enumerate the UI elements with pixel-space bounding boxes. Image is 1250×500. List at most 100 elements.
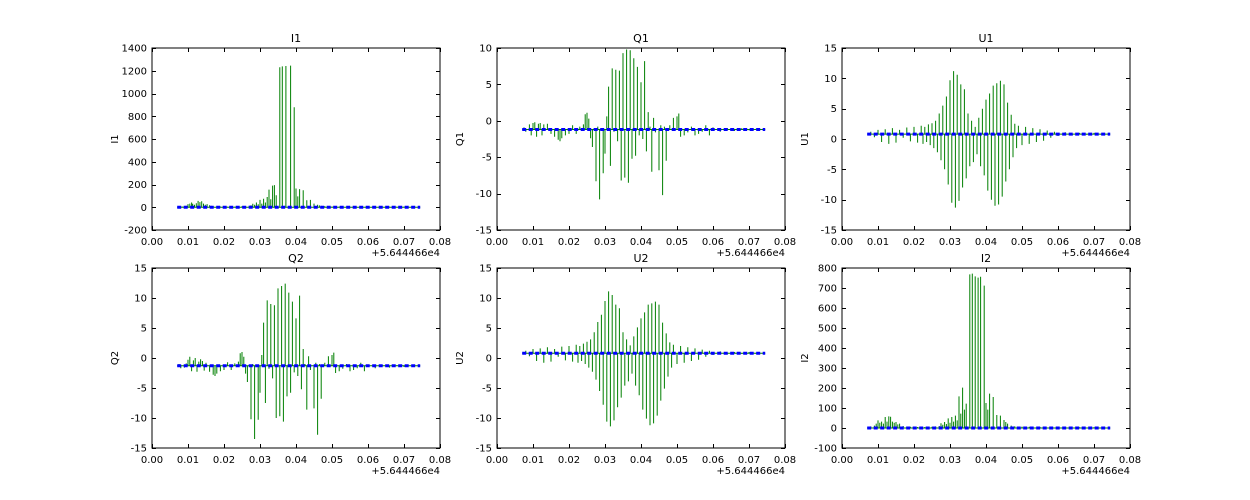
y-tick-label: 5 [831, 104, 837, 115]
y-tick-label: 200 [128, 180, 147, 191]
x-tick-label: 0.07 [393, 455, 415, 466]
x-tick-label: 0.04 [285, 237, 307, 248]
x-tick-label: 0.07 [1083, 455, 1105, 466]
x-tick-label: 0.06 [702, 237, 724, 248]
y-tick-label: 15 [479, 264, 492, 275]
y-axis-label: I1 [110, 134, 121, 143]
subplot-Q2: 0.00 0.01 0.02 0.03 0.04 0.05 0.06 0.07 0.08 -15 -… [110, 252, 451, 477]
x-tick-label: 0.03 [249, 237, 271, 248]
x-tick-label: 0.01 [522, 455, 544, 466]
y-tick-label: 1200 [122, 66, 147, 77]
y-tick-label: 0 [486, 116, 492, 127]
x-tick-label: 0.06 [357, 455, 379, 466]
x-tick-label: 0.05 [321, 455, 343, 466]
x-tick-label: 0.02 [558, 455, 580, 466]
x-tick-label: 0.05 [666, 455, 688, 466]
x-tick-label: 0.00 [486, 237, 508, 248]
y-tick-label: 600 [818, 304, 837, 315]
y-tick-label: 600 [128, 135, 147, 146]
x-tick-label: 0.02 [213, 237, 235, 248]
x-tick-label: 0.02 [903, 455, 925, 466]
x-tick-label: 0.08 [1119, 455, 1141, 466]
y-tick-label: -5 [482, 153, 492, 164]
x-offset-label: +5.644466e4 [371, 248, 440, 259]
x-tick-label: 0.01 [177, 455, 199, 466]
y-tick-label: 200 [818, 384, 837, 395]
x-tick-label: 0.07 [393, 237, 415, 248]
x-tick-label: 0.03 [594, 237, 616, 248]
y-tick-label: 0 [486, 354, 492, 365]
x-tick-label: 0.08 [774, 455, 796, 466]
x-tick-label: 0.08 [429, 237, 451, 248]
subplot-I1: 0.00 0.01 0.02 0.03 0.04 0.05 0.06 0.07 0.08 -200… [110, 32, 451, 259]
axes-frame [496, 267, 786, 449]
y-tick-label: -5 [827, 165, 837, 176]
y-tick-label: 10 [479, 44, 492, 55]
x-tick-label: 0.04 [630, 455, 652, 466]
subplot-Q1: 0.00 0.01 0.02 0.03 0.04 0.05 0.06 0.07 0.08 -15 -… [455, 32, 796, 259]
x-tick-label: 0.00 [486, 455, 508, 466]
y-tick-label: -200 [124, 226, 147, 237]
y-tick-label: 300 [818, 364, 837, 375]
x-tick-label: 0.04 [975, 237, 997, 248]
y-tick-label: 0 [141, 354, 147, 365]
y-tick-label: 15 [134, 264, 147, 275]
subplot-U1: 0.00 0.01 0.02 0.03 0.04 0.05 0.06 0.07 0.08 -15 -… [800, 32, 1141, 259]
x-offset-label: +5.644466e4 [716, 466, 785, 477]
x-offset-label: +5.644466e4 [1061, 466, 1130, 477]
x-tick-label: 0.07 [1083, 237, 1105, 248]
y-tick-label: -15 [131, 444, 147, 455]
subplot-title: U2 [633, 252, 648, 265]
y-axis-label: Q1 [455, 132, 466, 146]
x-tick-label: 0.06 [357, 237, 379, 248]
x-tick-label: 0.02 [213, 455, 235, 466]
y-tick-label: 100 [818, 404, 837, 415]
x-tick-label: 0.01 [867, 455, 889, 466]
x-tick-label: 0.01 [177, 237, 199, 248]
y-tick-label: -100 [814, 444, 837, 455]
x-tick-label: 0.04 [630, 237, 652, 248]
x-tick-label: 0.00 [831, 237, 853, 248]
y-tick-label: 700 [818, 284, 837, 295]
subplot-title: U1 [978, 32, 993, 45]
y-tick-label: 5 [486, 324, 492, 335]
axes-frame [496, 47, 786, 231]
subplot-title: I2 [981, 252, 991, 265]
x-offset-label: +5.644466e4 [371, 466, 440, 477]
y-axis-label: U2 [455, 351, 466, 365]
y-tick-label: 400 [818, 344, 837, 355]
x-tick-label: 0.05 [1011, 455, 1033, 466]
x-tick-label: 0.01 [867, 237, 889, 248]
x-tick-label: 0.01 [522, 237, 544, 248]
x-tick-label: 0.06 [1047, 237, 1069, 248]
y-tick-label: -10 [131, 414, 147, 425]
y-tick-label: -15 [476, 444, 492, 455]
y-tick-label: 15 [824, 44, 837, 55]
x-tick-label: 0.08 [774, 237, 796, 248]
y-tick-label: 5 [486, 80, 492, 91]
x-tick-label: 0.03 [594, 455, 616, 466]
x-tick-label: 0.04 [285, 455, 307, 466]
x-tick-label: 0.00 [141, 237, 163, 248]
y-tick-label: 0 [831, 135, 837, 146]
x-tick-label: 0.05 [666, 237, 688, 248]
x-tick-label: 0.03 [249, 455, 271, 466]
y-tick-label: 0 [141, 203, 147, 214]
x-tick-label: 0.05 [321, 237, 343, 248]
x-tick-label: 0.04 [975, 455, 997, 466]
y-tick-label: -5 [482, 384, 492, 395]
subplot-title: I1 [291, 32, 301, 45]
y-axis-label: Q2 [110, 351, 121, 365]
y-axis-label: I2 [800, 353, 811, 362]
x-tick-label: 0.06 [702, 455, 724, 466]
subplot-title: Q2 [288, 252, 304, 265]
subplot-title: Q1 [633, 32, 649, 45]
y-tick-label: 1400 [122, 44, 147, 55]
x-tick-label: 0.00 [141, 455, 163, 466]
x-tick-label: 0.02 [903, 237, 925, 248]
y-tick-label: 10 [134, 294, 147, 305]
x-tick-label: 0.03 [939, 455, 961, 466]
y-tick-label: 1000 [122, 89, 147, 100]
